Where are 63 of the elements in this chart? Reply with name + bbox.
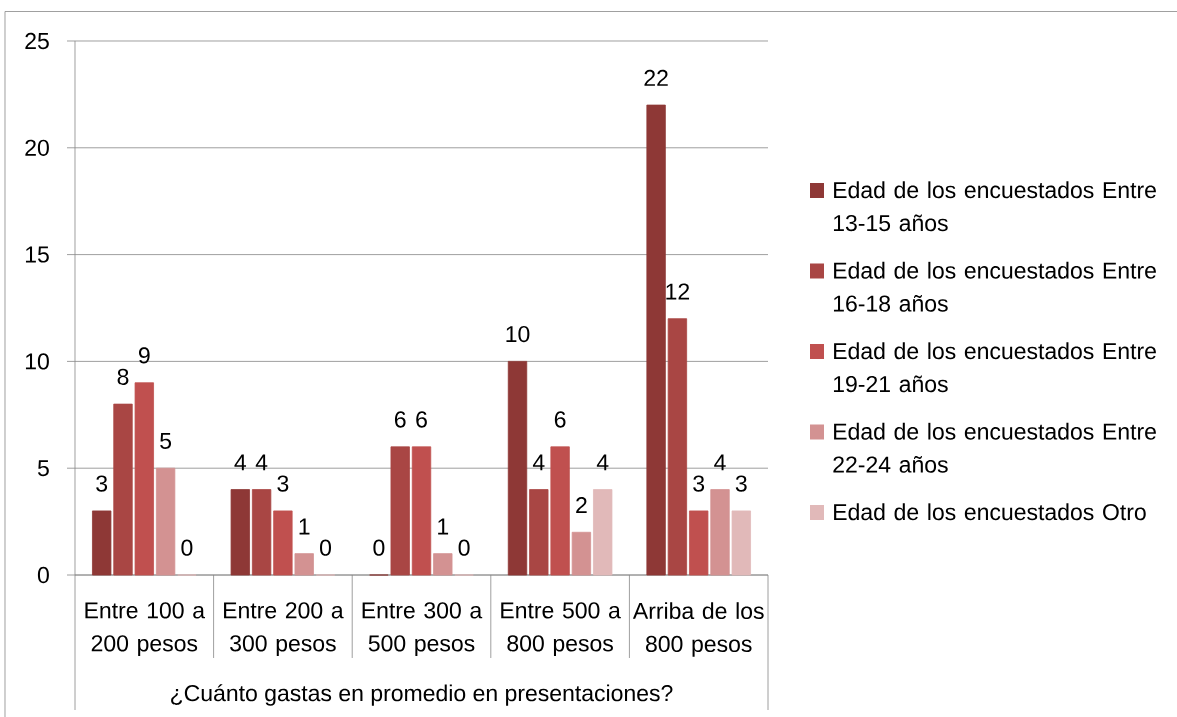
data-label: 3 <box>277 475 289 492</box>
x-tick-label: Arriba de los 800 pesos <box>632 602 764 657</box>
data-label: 6 <box>394 411 406 428</box>
x-tick-label: Entre 200 a 300 pesos <box>224 602 344 657</box>
bar <box>667 318 688 576</box>
bar <box>689 510 709 576</box>
bar <box>731 510 751 576</box>
legend-label: Edad de los encuestados Entre 19-21 años <box>833 342 1156 393</box>
y-tick-label: 20 <box>25 139 49 156</box>
data-label: 5 <box>160 432 172 449</box>
data-label: 0 <box>373 539 385 556</box>
bar <box>593 489 613 576</box>
data-label: 4 <box>596 454 609 471</box>
bar <box>390 446 410 576</box>
data-label: 8 <box>117 368 129 385</box>
bar <box>571 531 592 576</box>
data-label: 3 <box>735 475 747 492</box>
data-label: 1 <box>438 518 449 535</box>
bar <box>92 510 112 576</box>
x-tick-label: Entre 300 a 500 pesos <box>362 602 483 657</box>
bar <box>529 489 549 576</box>
data-label: 6 <box>416 411 427 428</box>
data-label: 0 <box>320 539 332 556</box>
legend-label: Edad de los encuestados Entre 16-18 años <box>833 261 1156 312</box>
bar <box>134 382 154 576</box>
data-label: 1 <box>299 518 310 535</box>
y-tick-label: 10 <box>25 353 49 370</box>
x-tick-label: Entre 100 a 200 pesos <box>85 602 206 657</box>
data-label: 0 <box>181 539 193 556</box>
data-label: 12 <box>666 283 690 300</box>
data-label: 9 <box>138 347 150 364</box>
bar <box>411 446 432 576</box>
bar <box>273 510 293 576</box>
bar <box>433 553 453 576</box>
data-label: 0 <box>458 539 470 556</box>
bar <box>550 446 570 576</box>
data-label: 3 <box>96 475 108 492</box>
x-tick-label: Entre 500 a 800 pesos <box>501 602 621 657</box>
bar <box>251 489 272 576</box>
bar <box>294 553 314 576</box>
data-label: 3 <box>693 475 705 492</box>
data-label: 2 <box>576 497 587 514</box>
legend-label: Edad de los encuestados Otro <box>834 503 1146 521</box>
bar <box>113 403 133 576</box>
legend-label: Edad de los encuestados Entre 13-15 años <box>833 181 1156 232</box>
bar <box>710 489 730 576</box>
data-label: 4 <box>255 454 268 471</box>
y-tick-label: 15 <box>25 246 49 263</box>
y-tick-label: 25 <box>25 32 49 50</box>
data-label: 4 <box>532 454 545 471</box>
legend-label: Edad de los encuestados Entre 22-24 años <box>833 422 1156 473</box>
data-label: 10 <box>506 325 530 343</box>
data-label: 4 <box>714 454 726 471</box>
data-label: 4 <box>234 454 247 471</box>
x-axis-title: ¿Cuánto gastas en promedio en presentaciones? <box>171 684 673 706</box>
bar <box>230 489 250 576</box>
y-tick-label: 0 <box>37 566 49 584</box>
bar <box>507 361 528 576</box>
data-label: 6 <box>554 411 566 428</box>
bar <box>155 467 176 576</box>
y-tick-label: 5 <box>37 460 49 477</box>
bar <box>646 104 666 576</box>
data-label: 22 <box>644 69 668 86</box>
